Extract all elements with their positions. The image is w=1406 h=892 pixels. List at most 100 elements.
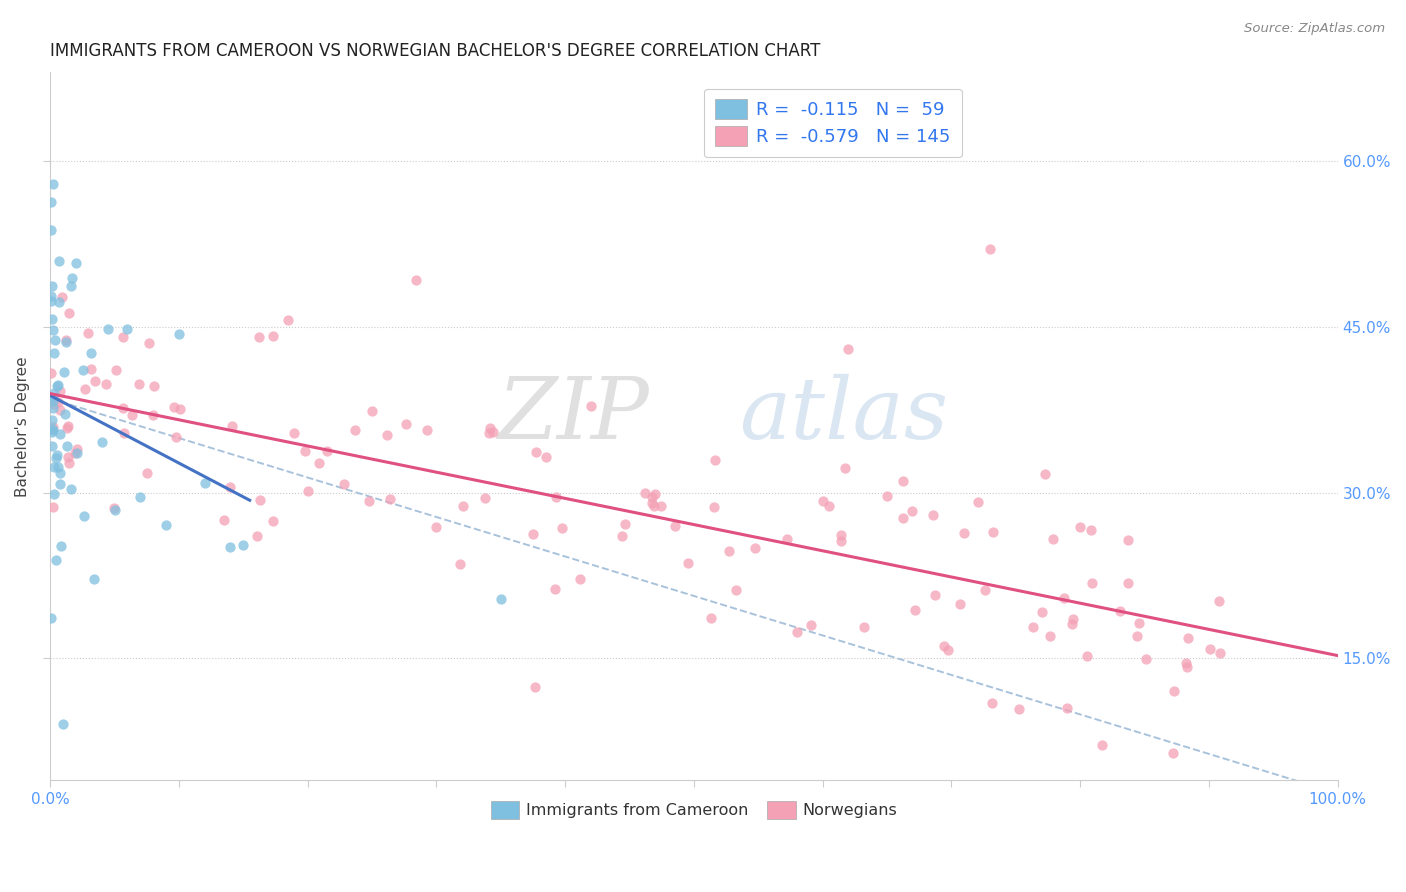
- Point: [41, 223, 63, 237]
- Point: [42, 391, 65, 405]
- Point: [46, 394, 69, 409]
- Point: [1175, 656, 1198, 670]
- Point: [876, 489, 898, 503]
- Point: [249, 493, 271, 508]
- Point: [56, 439, 79, 453]
- Point: [332, 477, 354, 491]
- Point: [474, 491, 496, 506]
- Point: [49, 467, 72, 481]
- Point: [277, 312, 299, 326]
- Point: [1039, 629, 1062, 643]
- Point: [380, 492, 402, 507]
- Point: [48, 254, 70, 268]
- Point: [46, 448, 69, 462]
- Point: [51, 717, 73, 731]
- Point: [425, 520, 447, 534]
- Point: [129, 490, 152, 504]
- Point: [1209, 646, 1232, 660]
- Point: [1163, 684, 1185, 698]
- Point: [58, 306, 80, 320]
- Point: [72, 362, 94, 376]
- Point: [932, 639, 955, 653]
- Point: [262, 514, 284, 528]
- Point: [786, 624, 808, 639]
- Text: Source: ZipAtlas.com: Source: ZipAtlas.com: [1244, 22, 1385, 36]
- Point: [138, 336, 160, 351]
- Point: [42, 487, 65, 501]
- Point: [800, 618, 823, 632]
- Point: [979, 242, 1001, 256]
- Point: [44, 334, 66, 348]
- Point: [1076, 648, 1098, 663]
- Point: [65, 446, 87, 460]
- Point: [42, 345, 65, 359]
- Point: [891, 474, 914, 488]
- Point: [614, 516, 637, 531]
- Point: [724, 582, 747, 597]
- Point: [41, 422, 63, 436]
- Point: [811, 494, 834, 508]
- Point: [1033, 467, 1056, 482]
- Point: [60, 482, 83, 496]
- Point: [633, 486, 655, 500]
- Point: [676, 556, 699, 570]
- Point: [1008, 702, 1031, 716]
- Point: [1062, 617, 1084, 632]
- Point: [232, 538, 254, 552]
- Point: [650, 499, 672, 513]
- Point: [1177, 631, 1199, 645]
- Point: [219, 540, 242, 554]
- Point: [641, 490, 664, 504]
- Point: [834, 460, 856, 475]
- Point: [1069, 520, 1091, 534]
- Point: [42, 323, 65, 337]
- Point: [837, 342, 859, 356]
- Point: [316, 444, 339, 458]
- Point: [817, 499, 839, 513]
- Point: [112, 330, 135, 344]
- Point: [294, 443, 316, 458]
- Text: atlas: atlas: [740, 375, 948, 457]
- Point: [612, 529, 634, 543]
- Point: [1135, 652, 1157, 666]
- Point: [360, 404, 382, 418]
- Point: [522, 527, 544, 541]
- Point: [41, 366, 63, 380]
- Point: [1053, 591, 1076, 605]
- Point: [981, 525, 1004, 540]
- Point: [1128, 616, 1150, 631]
- Point: [1031, 605, 1053, 619]
- Point: [415, 423, 437, 437]
- Point: [568, 572, 591, 586]
- Point: [283, 426, 305, 441]
- Point: [42, 397, 65, 411]
- Point: [60, 279, 83, 293]
- Point: [262, 329, 284, 343]
- Point: [80, 362, 103, 376]
- Point: [58, 419, 80, 434]
- Point: [949, 597, 972, 611]
- Point: [219, 480, 242, 494]
- Point: [717, 544, 740, 558]
- Point: [1091, 738, 1114, 752]
- Point: [53, 407, 76, 421]
- Point: [830, 534, 852, 549]
- Point: [744, 541, 766, 555]
- Point: [853, 620, 876, 634]
- Point: [103, 501, 125, 516]
- Point: [1126, 629, 1149, 643]
- Point: [1175, 660, 1198, 674]
- Point: [41, 294, 63, 309]
- Point: [981, 696, 1004, 710]
- Point: [56, 421, 79, 435]
- Point: [41, 194, 63, 209]
- Point: [534, 450, 557, 464]
- Point: [42, 386, 65, 401]
- Point: [73, 509, 96, 524]
- Point: [1081, 575, 1104, 590]
- Point: [1199, 642, 1222, 657]
- Point: [155, 518, 177, 533]
- Point: [41, 439, 63, 453]
- Point: [142, 409, 165, 423]
- Point: [41, 611, 63, 625]
